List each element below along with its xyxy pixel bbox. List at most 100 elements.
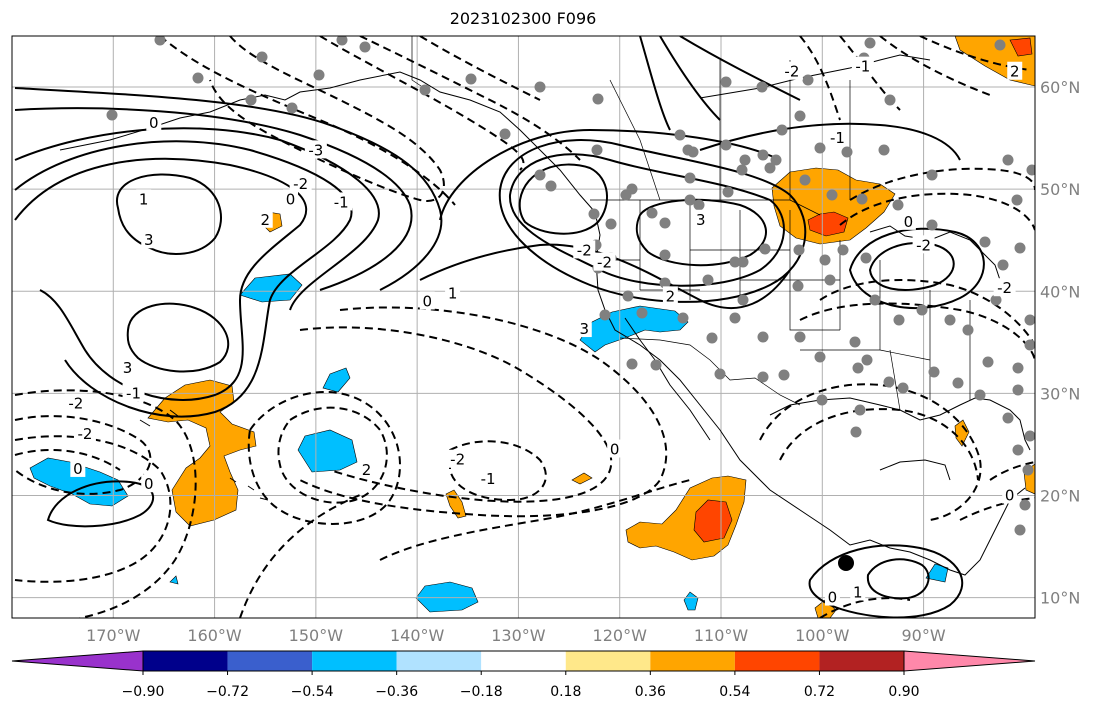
station-dot bbox=[737, 294, 749, 306]
station-dot bbox=[682, 144, 694, 156]
contour-label-halo bbox=[141, 474, 157, 493]
contour-label-halo bbox=[1002, 485, 1018, 504]
contour-label: -2 bbox=[916, 236, 931, 254]
station-dot bbox=[764, 162, 776, 174]
colorbar-extend-low bbox=[11, 650, 144, 672]
latitude-label: 20°N bbox=[1040, 486, 1080, 505]
station-dot bbox=[1014, 524, 1026, 536]
contour-line bbox=[359, 36, 581, 161]
shade-region bbox=[297, 429, 358, 473]
contour-label-halo bbox=[136, 189, 152, 208]
station-dot bbox=[1012, 384, 1024, 396]
contour-label-halo bbox=[780, 61, 803, 80]
contour-label: 0 bbox=[149, 114, 159, 132]
shade-region bbox=[239, 273, 303, 303]
coastline-gulf bbox=[769, 397, 1031, 451]
station-dot bbox=[1024, 430, 1035, 442]
station-dot bbox=[245, 94, 257, 106]
contour-line bbox=[14, 87, 443, 291]
station-dot bbox=[1022, 464, 1034, 476]
contour-label: -1 bbox=[481, 470, 496, 488]
contour-label: 2 bbox=[362, 461, 372, 479]
station-dot bbox=[814, 351, 826, 363]
station-dot bbox=[659, 277, 671, 289]
station-dot bbox=[545, 180, 557, 192]
contour-label: -1 bbox=[830, 129, 845, 147]
contour-label-halo bbox=[607, 439, 623, 458]
contour-line bbox=[299, 326, 613, 503]
contour-line bbox=[779, 408, 979, 481]
station-dot bbox=[892, 199, 904, 211]
station-dot bbox=[1012, 444, 1024, 456]
contour-label-halo bbox=[122, 383, 145, 402]
station-dot bbox=[776, 124, 788, 136]
contour-line bbox=[866, 558, 930, 600]
border-provinces bbox=[609, 60, 851, 201]
station-dot bbox=[802, 74, 814, 86]
station-dot bbox=[997, 259, 1009, 271]
colorbar-extend-high bbox=[903, 650, 1036, 672]
station-dot bbox=[739, 154, 751, 166]
station-dot bbox=[883, 376, 895, 388]
contour-label: -2 bbox=[997, 279, 1012, 297]
contour-line bbox=[14, 107, 413, 291]
station-dot bbox=[856, 193, 868, 205]
station-dot bbox=[1014, 242, 1026, 254]
station-dot bbox=[962, 324, 974, 336]
station-dot bbox=[720, 76, 732, 88]
shade-region bbox=[322, 367, 351, 393]
contour-line bbox=[247, 391, 401, 525]
colorbar-segment bbox=[143, 651, 228, 671]
contour-label-halo bbox=[912, 235, 935, 254]
station-dot bbox=[852, 362, 864, 374]
contour-line bbox=[518, 163, 609, 235]
station-dot bbox=[1012, 362, 1024, 374]
station-dot bbox=[1026, 164, 1035, 176]
contour-label: -2 bbox=[597, 254, 612, 272]
contour-label: -2 bbox=[450, 451, 465, 469]
contour-label-halo bbox=[993, 278, 1016, 297]
station-dot bbox=[659, 217, 671, 229]
station-dot bbox=[702, 274, 714, 286]
contour-line bbox=[14, 415, 152, 495]
station-dot bbox=[926, 219, 938, 231]
station-dot bbox=[636, 307, 648, 319]
contour-line bbox=[14, 140, 353, 418]
colorbar-segment bbox=[819, 651, 904, 671]
station-dot bbox=[1002, 412, 1014, 424]
contour-line bbox=[819, 279, 1035, 346]
contour-label-halo bbox=[1007, 61, 1023, 80]
station-dot bbox=[824, 274, 836, 286]
contour-label: 0 bbox=[73, 460, 83, 478]
colorbar-label: 0.54 bbox=[719, 684, 750, 700]
longitude-label: 150°W bbox=[289, 626, 344, 645]
contour-label-halo bbox=[70, 458, 86, 477]
station-dot bbox=[729, 312, 741, 324]
contour-line bbox=[819, 597, 911, 618]
longitude-label: 170°W bbox=[86, 626, 141, 645]
latitude-label: 50°N bbox=[1040, 180, 1080, 199]
contour-line bbox=[639, 36, 961, 161]
station-dot bbox=[706, 332, 718, 344]
latitude-label: 10°N bbox=[1040, 589, 1080, 608]
contour-label-halo bbox=[119, 357, 135, 376]
station-dot bbox=[736, 164, 748, 176]
contour-label-halo bbox=[73, 424, 96, 443]
station-dot bbox=[622, 290, 634, 302]
contour-label: 1 bbox=[448, 284, 458, 302]
colorbar-label: 0.36 bbox=[635, 684, 666, 700]
coastline-alaska bbox=[59, 71, 1026, 576]
station-dot bbox=[588, 208, 600, 220]
station-dot bbox=[1024, 314, 1035, 326]
contour-label-halo bbox=[445, 283, 461, 302]
latitude-label: 30°N bbox=[1040, 384, 1080, 403]
station-dot bbox=[286, 102, 298, 114]
colorbar-label: −0.54 bbox=[291, 684, 334, 700]
contour-line bbox=[239, 440, 547, 618]
station-dot bbox=[850, 426, 862, 438]
colorbar-outline bbox=[142, 650, 905, 672]
contour-line bbox=[14, 127, 380, 311]
contour-line bbox=[46, 480, 155, 528]
